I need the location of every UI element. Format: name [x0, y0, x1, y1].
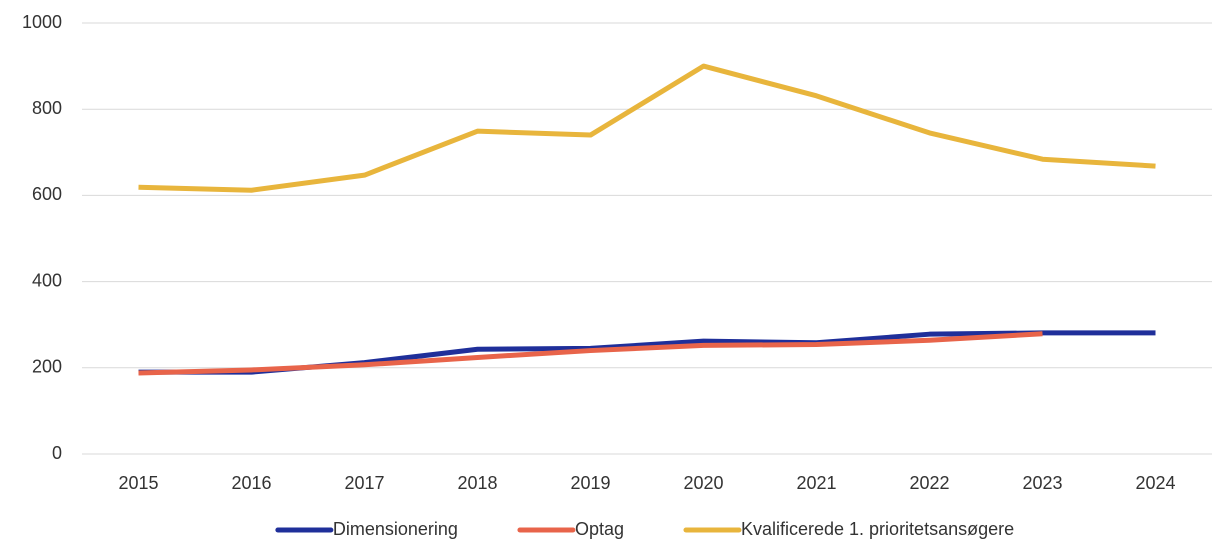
y-tick-label: 0 [52, 443, 62, 463]
series-line [138, 331, 1043, 376]
x-tick-label: 2018 [457, 473, 497, 493]
x-tick-label: 2022 [909, 473, 949, 493]
y-tick-label: 400 [32, 270, 62, 290]
x-tick-label: 2020 [683, 473, 723, 493]
legend-label: Dimensionering [333, 519, 458, 539]
y-tick-label: 600 [32, 184, 62, 204]
x-tick-label: 2019 [570, 473, 610, 493]
y-tick-label: 200 [32, 357, 62, 377]
series-line [138, 63, 1156, 193]
x-tick-label: 2023 [1022, 473, 1062, 493]
y-tick-label: 1000 [22, 12, 62, 32]
y-tick-label: 800 [32, 98, 62, 118]
x-tick-label: 2017 [344, 473, 384, 493]
legend-label: Kvalificerede 1. prioritetsansøgere [741, 519, 1014, 539]
x-tick-label: 2016 [231, 473, 271, 493]
x-tick-label: 2015 [118, 473, 158, 493]
x-tick-label: 2024 [1135, 473, 1175, 493]
legend-label: Optag [575, 519, 624, 539]
x-tick-label: 2021 [796, 473, 836, 493]
